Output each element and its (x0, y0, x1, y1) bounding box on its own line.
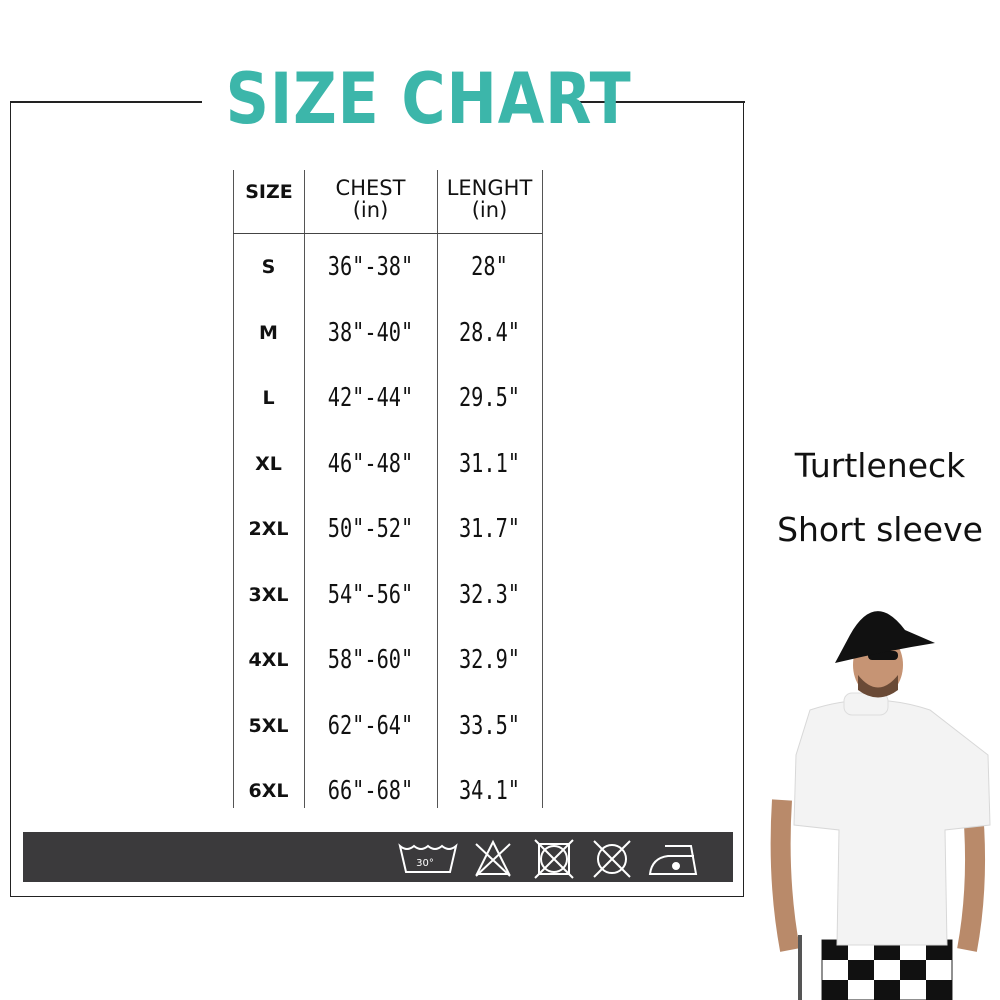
frame-divider (563, 101, 745, 103)
checkered-shorts (821, 939, 953, 1000)
row-length: 28.4" (458, 317, 521, 348)
golf-club (798, 935, 802, 1000)
row-length: 31.1" (458, 448, 521, 479)
care-icons: 30° (398, 839, 698, 879)
product-name: Turtleneck (794, 446, 966, 485)
row-size: XL (255, 452, 282, 475)
row-size: 4XL (248, 649, 289, 671)
row-size: S (261, 256, 276, 278)
row-length: 28" (471, 252, 508, 282)
row-size: 6XL (248, 780, 289, 802)
row-chest: 66"-68" (327, 776, 414, 806)
table-divider (304, 170, 306, 808)
row-chest: 50"-52" (327, 514, 414, 544)
row-chest: 42"-44" (327, 383, 414, 413)
table-divider (542, 170, 544, 808)
header-length-label: LENGHT (446, 176, 533, 200)
header-chest-label: CHEST (335, 176, 406, 200)
row-size: 3XL (248, 583, 289, 606)
wash-30-icon: 30° (398, 843, 458, 873)
header-length: LENGHT (in) (438, 177, 541, 221)
bucket-hat (835, 611, 935, 663)
table-divider (437, 170, 439, 808)
header-chest: CHEST (in) (305, 177, 436, 221)
frame-divider (10, 101, 202, 103)
row-chest: 38"-40" (327, 317, 414, 348)
row-length: 31.7" (458, 514, 521, 544)
product-sleeve: Short sleeve (777, 510, 983, 549)
size-chart-title: SIZE CHART (225, 58, 632, 140)
row-length: 29.5" (458, 383, 521, 413)
row-length: 32.3" (458, 579, 521, 610)
white-tshirt (793, 699, 991, 946)
beard (858, 675, 898, 698)
header-chest-unit: (in) (352, 198, 389, 222)
row-chest: 54"-56" (327, 579, 414, 610)
row-chest: 58"-60" (327, 645, 414, 675)
header-length-unit: (in) (471, 198, 508, 222)
left-arm (770, 799, 800, 952)
row-size: 2XL (248, 518, 289, 540)
row-chest: 36"-38" (327, 252, 414, 282)
row-size: M (259, 321, 278, 344)
row-size: 5XL (248, 714, 289, 737)
table-divider (233, 233, 542, 235)
row-length: 33.5" (458, 710, 521, 741)
do-not-dry-clean-icon (593, 840, 631, 878)
row-chest: 46"-48" (327, 448, 414, 479)
row-length: 34.1" (458, 776, 521, 806)
size-chart-frame (10, 102, 744, 897)
table-divider (233, 170, 235, 808)
row-chest: 62"-64" (327, 710, 414, 741)
do-not-bleach-icon (475, 839, 511, 877)
do-not-tumble-dry-icon (534, 839, 574, 879)
model-photo (770, 611, 991, 1000)
svg-text:30°: 30° (416, 858, 434, 869)
row-size: L (262, 387, 275, 409)
row-length: 32.9" (458, 645, 521, 675)
header-size: SIZE (245, 181, 293, 203)
iron-low-icon (648, 845, 698, 875)
